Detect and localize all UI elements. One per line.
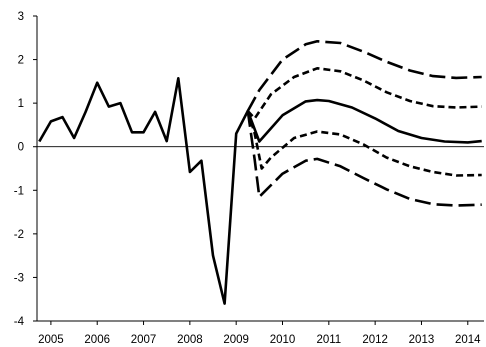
y-tick-label: 1 <box>18 98 24 110</box>
tick-labels-layer: 3 2 1 0 -1 -2 -3 -4 2005 2006 2007 2008 2009 2010 2011… <box>14 11 481 346</box>
x-tick-label: 2010 <box>270 334 296 346</box>
x-tick-label: 2007 <box>131 334 157 346</box>
x-tick-label: 2012 <box>362 334 388 346</box>
x-tick-label: 2011 <box>316 334 341 346</box>
y-tick-label: 3 <box>18 11 24 23</box>
x-tick-label: 2009 <box>223 334 249 346</box>
series-line-3-short-dash <box>246 110 482 177</box>
x-tick-label: 2005 <box>38 334 64 346</box>
x-tick-label: 2013 <box>409 334 435 346</box>
y-tick-label: -3 <box>14 272 24 284</box>
axes-layer <box>33 15 484 325</box>
series-line-5-long-dash <box>246 110 482 207</box>
y-tick-label: -1 <box>14 185 24 197</box>
x-tick-label: 2014 <box>455 334 481 346</box>
y-tick-label: -2 <box>14 229 24 241</box>
series-layer <box>38 39 482 305</box>
series-line-1-solid <box>38 77 482 305</box>
series-line-4-long-dash <box>246 39 482 112</box>
y-tick-label: 0 <box>18 142 24 154</box>
x-tick-label: 2006 <box>84 334 110 346</box>
y-tick-label: -4 <box>14 316 25 328</box>
series-line-2-short-dash <box>246 67 482 120</box>
y-tick-label: 2 <box>18 55 24 67</box>
x-tick-label: 2008 <box>177 334 203 346</box>
